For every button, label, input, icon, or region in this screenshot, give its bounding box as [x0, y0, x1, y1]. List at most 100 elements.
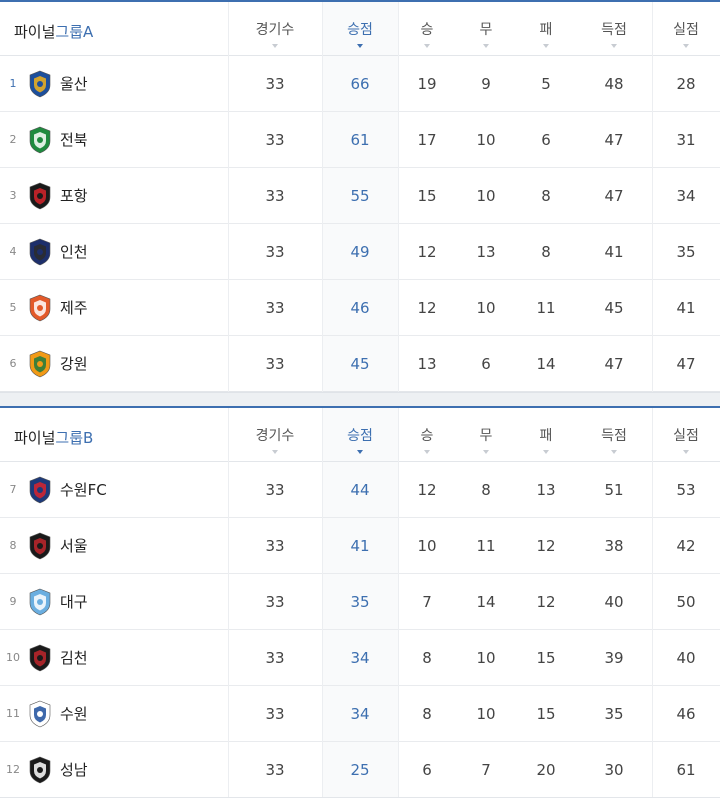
col-games-header[interactable]: 경기수: [228, 408, 322, 461]
team-name[interactable]: 인천: [60, 243, 88, 261]
sort-arrow-icon: [543, 450, 549, 454]
games-cell: 33: [265, 186, 285, 205]
points-cell: 34: [322, 630, 398, 685]
wins-cell: 12: [417, 298, 437, 317]
games-cell: 33: [265, 242, 285, 261]
team-name[interactable]: 성남: [60, 761, 88, 779]
losses-cell: 15: [536, 648, 556, 667]
sort-arrow-icon: [483, 44, 489, 48]
goals-for-cell: 35: [604, 704, 624, 723]
draws-cell: 10: [476, 704, 496, 723]
col-wins-header[interactable]: 승: [398, 408, 456, 461]
group-a-title: 파이널그룹A: [14, 21, 93, 42]
jeonbuk-logo-icon: [28, 126, 52, 154]
title-group: 그룹A: [55, 23, 94, 41]
draws-cell: 10: [476, 130, 496, 149]
group-a-rows: 1 울산 33 66 19 9 5 48 28 2 전북 33 61 17 10 6 47 31 3 포항 33 55 15…: [0, 56, 720, 392]
suwonfc-logo-icon: [28, 476, 52, 504]
col-goals-against-header[interactable]: 실점: [652, 408, 720, 461]
title-prefix: 파이널: [14, 429, 56, 447]
table-row[interactable]: 9 대구 33 35 7 14 12 40 50: [0, 574, 720, 630]
col-label: 패: [539, 22, 553, 38]
col-losses-header[interactable]: 패: [516, 408, 576, 461]
col-goals-for-header[interactable]: 득점: [576, 2, 652, 55]
games-cell: 33: [265, 354, 285, 373]
wins-cell: 8: [422, 648, 432, 667]
table-row[interactable]: 12 성남 33 25 6 7 20 30 61: [0, 742, 720, 798]
rank-number: 2: [9, 133, 17, 146]
team-name[interactable]: 강원: [60, 355, 88, 373]
table-row[interactable]: 1 울산 33 66 19 9 5 48 28: [0, 56, 720, 112]
team-name[interactable]: 김천: [60, 649, 88, 667]
col-games-header[interactable]: 경기수: [228, 2, 322, 55]
goals-for-cell: 51: [604, 480, 624, 499]
sort-arrow-icon: [611, 44, 617, 48]
team-name[interactable]: 수원FC: [60, 481, 107, 499]
team-name[interactable]: 제주: [60, 299, 88, 317]
rank-number: 12: [6, 763, 20, 776]
table-row[interactable]: 3 포항 33 55 15 10 8 47 34: [0, 168, 720, 224]
daegu-logo-icon: [28, 588, 52, 616]
losses-cell: 13: [536, 480, 556, 499]
rank-number: 5: [9, 301, 17, 314]
team-name[interactable]: 포항: [60, 187, 88, 205]
goals-for-cell: 47: [604, 186, 624, 205]
rank-number: 1: [9, 77, 17, 90]
games-cell: 33: [265, 130, 285, 149]
table-row[interactable]: 2 전북 33 61 17 10 6 47 31: [0, 112, 720, 168]
sort-arrow-icon: [272, 44, 278, 48]
table-row[interactable]: 7 수원FC 33 44 12 8 13 51 53: [0, 462, 720, 518]
suwon-logo-icon: [28, 700, 52, 728]
col-wins-header[interactable]: 승: [398, 2, 456, 55]
col-label: 승: [420, 22, 434, 38]
table-row[interactable]: 4 인천 33 49 12 13 8 41 35: [0, 224, 720, 280]
col-label: 득점: [601, 428, 627, 444]
wins-cell: 13: [417, 354, 437, 373]
rank-number: 3: [9, 189, 17, 202]
sort-arrow-icon: [424, 44, 430, 48]
team-name[interactable]: 수원: [60, 705, 88, 723]
column-separator: [322, 2, 323, 392]
table-row[interactable]: 8 서울 33 41 10 11 12 38 42: [0, 518, 720, 574]
wins-cell: 10: [417, 536, 437, 555]
draws-cell: 10: [476, 648, 496, 667]
col-goals-against-header[interactable]: 실점: [652, 2, 720, 55]
title-group: 그룹B: [55, 429, 94, 447]
games-cell: 33: [265, 536, 285, 555]
games-cell: 33: [265, 480, 285, 499]
col-label: 실점: [673, 428, 699, 444]
table-row[interactable]: 10 김천 33 34 8 10 15 39 40: [0, 630, 720, 686]
draws-cell: 8: [481, 480, 491, 499]
col-draws-header[interactable]: 무: [456, 2, 516, 55]
sort-arrow-icon: [683, 450, 689, 454]
col-points-header[interactable]: 승점: [322, 2, 398, 55]
rank-number: 8: [9, 539, 17, 552]
col-points-header[interactable]: 승점: [322, 408, 398, 461]
column-separator: [398, 2, 399, 392]
group-b-rows: 7 수원FC 33 44 12 8 13 51 53 8 서울 33 41 10 11 12 38 42 9 대구 33…: [0, 462, 720, 798]
goals-for-cell: 38: [604, 536, 624, 555]
table-row[interactable]: 11 수원 33 34 8 10 15 35 46: [0, 686, 720, 742]
points-cell: 45: [322, 336, 398, 391]
losses-cell: 5: [541, 74, 551, 93]
seongnam-logo-icon: [28, 756, 52, 784]
team-name[interactable]: 전북: [60, 131, 88, 149]
team-name[interactable]: 서울: [60, 537, 88, 555]
points-cell: 35: [322, 574, 398, 629]
team-name[interactable]: 대구: [60, 593, 88, 611]
team-name[interactable]: 울산: [60, 75, 88, 93]
draws-cell: 7: [481, 760, 491, 779]
goals-against-cell: 31: [676, 130, 696, 149]
points-cell: 46: [322, 280, 398, 335]
goals-against-cell: 46: [676, 704, 696, 723]
col-losses-header[interactable]: 패: [516, 2, 576, 55]
col-goals-for-header[interactable]: 득점: [576, 408, 652, 461]
goals-against-cell: 35: [676, 242, 696, 261]
goals-against-cell: 41: [676, 298, 696, 317]
table-row[interactable]: 6 강원 33 45 13 6 14 47 47: [0, 336, 720, 392]
group-b-table: 파이널그룹B 경기수 승점 승 무 패 득점 실점 7 수원FC 33 44 12 8 13…: [0, 406, 720, 798]
group-a-header: 파이널그룹A 경기수 승점 승 무 패 득점 실점: [0, 2, 720, 56]
games-cell: 33: [265, 298, 285, 317]
table-row[interactable]: 5 제주 33 46 12 10 11 45 41: [0, 280, 720, 336]
col-draws-header[interactable]: 무: [456, 408, 516, 461]
